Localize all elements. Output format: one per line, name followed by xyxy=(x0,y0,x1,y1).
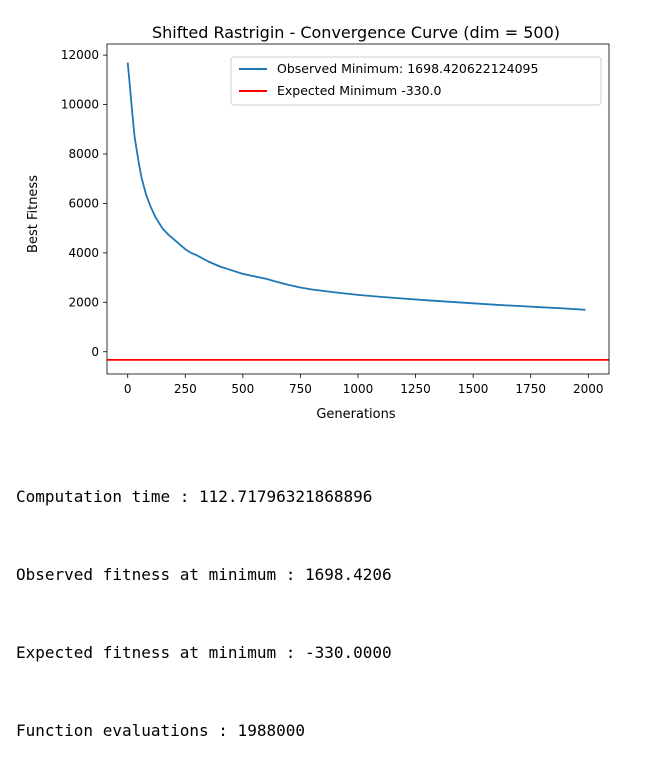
observed-minimum-line xyxy=(126,62,586,311)
legend-entry: Expected Minimum -330.0 xyxy=(277,83,442,98)
y-tick-label: 4000 xyxy=(68,246,99,260)
x-tick-label: 750 xyxy=(289,382,312,396)
computation-output: Computation time : 112.71796321868896 Ob… xyxy=(16,432,392,770)
y-axis-label: Best Fitness xyxy=(26,175,41,253)
x-tick-label: 1250 xyxy=(400,382,431,396)
plot-frame xyxy=(106,43,610,375)
y-tick-label: 8000 xyxy=(68,147,99,161)
x-tick-label: 2000 xyxy=(573,382,604,396)
x-tick-label: 0 xyxy=(124,382,132,396)
observed-fitness-line: Observed fitness at minimum : 1698.4206 xyxy=(16,565,392,584)
x-axis-label: Generations xyxy=(316,407,396,422)
function-evaluations-line: Function evaluations : 1988000 xyxy=(16,721,305,740)
computation-time-line: Computation time : 112.71796321868896 xyxy=(16,487,373,506)
x-tick-label: 1500 xyxy=(458,382,489,396)
y-tick-label: 0 xyxy=(91,345,99,359)
convergence-chart: Shifted Rastrigin - Convergence Curve (d… xyxy=(26,23,610,422)
x-tick-label: 1750 xyxy=(515,382,546,396)
x-tick-label: 250 xyxy=(174,382,197,396)
plot-area: 0 250 500 750 1000 1250 1500 1750 2000 0 2000 4000 6… xyxy=(61,43,610,396)
expected-fitness-line: Expected fitness at minimum : -330.0000 xyxy=(16,643,392,662)
legend-entry: Observed Minimum: 1698.420622124095 xyxy=(277,61,538,76)
legend-box xyxy=(230,56,602,106)
x-tick-label: 500 xyxy=(231,382,254,396)
y-tick-label: 6000 xyxy=(68,196,99,210)
x-tick-label: 1000 xyxy=(343,382,374,396)
y-tick-label: 10000 xyxy=(61,98,99,112)
y-tick-label: 12000 xyxy=(61,48,99,62)
y-tick-label: 2000 xyxy=(68,295,99,309)
chart-svg: Shifted Rastrigin - Convergence Curve (d… xyxy=(26,23,610,422)
legend: Observed Minimum: 1698.420622124095 Expec… xyxy=(230,56,602,106)
chart-title: Shifted Rastrigin - Convergence Curve (d… xyxy=(152,23,560,42)
